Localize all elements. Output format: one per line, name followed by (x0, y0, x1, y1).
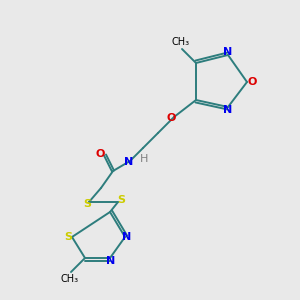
Text: O: O (95, 149, 105, 159)
Text: H: H (140, 154, 148, 164)
Text: S: S (117, 195, 125, 205)
Text: N: N (224, 105, 232, 115)
Text: N: N (224, 47, 232, 57)
Text: N: N (122, 232, 132, 242)
Text: N: N (124, 157, 134, 167)
Text: CH₃: CH₃ (61, 274, 79, 284)
Text: S: S (64, 232, 72, 242)
Text: N: N (106, 256, 116, 266)
Text: CH₃: CH₃ (172, 37, 190, 47)
Text: O: O (247, 77, 257, 87)
Text: O: O (166, 113, 176, 123)
Text: S: S (83, 199, 91, 209)
